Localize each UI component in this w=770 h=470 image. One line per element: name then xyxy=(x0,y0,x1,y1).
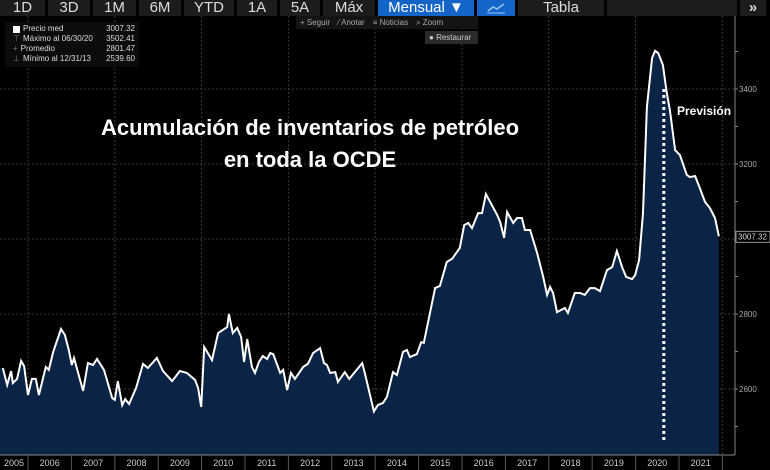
x-tick-label: 2019 xyxy=(604,458,624,468)
zoom-button[interactable]: ⌕ Zoom xyxy=(416,18,444,27)
title-line-1: Acumulación de inventarios de petróleo xyxy=(100,115,520,140)
toolbar: 1D 3D 1M 6M YTD 1A 5A Máx Mensual ▼ Tabla » xyxy=(0,0,770,16)
legend-marker-icon: ⊤ xyxy=(13,34,20,43)
legend-value: 2539.60 xyxy=(106,54,135,63)
legend-value: 3007.32 xyxy=(106,24,135,33)
range-button-3d[interactable]: 3D xyxy=(48,0,90,16)
restore-button[interactable]: ● Restaurar xyxy=(425,31,478,44)
legend-label: Promedio xyxy=(20,44,55,53)
x-tick-label: 2008 xyxy=(126,458,146,468)
title-line-2: en toda la OCDE xyxy=(223,147,397,172)
legend-label: Máximo al 06/30/20 xyxy=(22,34,93,43)
last-value-label: 3007.32 xyxy=(738,232,767,241)
x-tick-label: 2007 xyxy=(83,458,103,468)
range-button-máx[interactable]: Máx xyxy=(323,0,375,16)
last-value-box xyxy=(735,230,770,243)
x-axis: 2005 2006 2007 2008 2009 2010 2011 2012 2013 2014… xyxy=(0,454,735,470)
legend-marker-icon: ⊥ xyxy=(13,54,20,63)
x-tick-label: 2014 xyxy=(387,458,407,468)
y-axis: 3400 3200 2800 2600 3007.32 xyxy=(734,16,770,455)
range-button-1d[interactable]: 1D xyxy=(0,0,45,16)
news-button[interactable]: ≡ Noticias xyxy=(372,18,409,27)
x-tick-label: 2006 xyxy=(40,458,60,468)
legend-row: + Promedio 2801.47 xyxy=(13,44,135,54)
forecast-label: Previsión xyxy=(677,104,732,118)
x-tick-label: 2018 xyxy=(560,458,580,468)
legend-label: Precio med xyxy=(23,24,64,33)
legend-row: ⊥ Mínimo al 12/31/13 2539.60 xyxy=(13,54,135,64)
annotate-button[interactable]: ⁄ Anotar xyxy=(338,18,365,27)
x-tick-label: 2009 xyxy=(170,458,190,468)
range-button-ytd[interactable]: YTD xyxy=(184,0,234,16)
legend-value: 3502.41 xyxy=(106,34,135,43)
x-tick-label: 2017 xyxy=(517,458,537,468)
series-swatch-icon xyxy=(13,25,20,33)
chart-subtoolbar: + Seguir ⁄ Anotar ≡ Noticias ⌕ Zoom xyxy=(296,16,478,29)
range-button-1m[interactable]: 1M xyxy=(93,0,136,16)
series-area xyxy=(0,50,719,456)
more-chevron-icon[interactable]: » xyxy=(740,0,766,16)
range-button-1a[interactable]: 1A xyxy=(237,0,277,16)
x-tick-label: 2013 xyxy=(343,458,363,468)
x-tick-label: 2016 xyxy=(474,458,494,468)
follow-button[interactable]: + Seguir xyxy=(300,18,331,27)
x-tick-label: 2010 xyxy=(213,458,233,468)
toolbar-spacer xyxy=(607,0,737,16)
series-line xyxy=(1,49,720,415)
legend-row: ⊤ Máximo al 06/30/20 3502.41 xyxy=(13,34,135,44)
legend-value: 2801.47 xyxy=(106,44,135,53)
legend-box: Precio med 3007.32 ⊤ Máximo al 06/30/20 3502… xyxy=(5,22,139,67)
x-tick-label: 2011 xyxy=(257,458,276,468)
line-chart-icon[interactable] xyxy=(477,0,515,16)
table-button[interactable]: Tabla xyxy=(518,0,604,16)
legend-label: Mínimo al 12/31/13 xyxy=(22,54,92,63)
y-tick-label: 3200 xyxy=(739,160,757,169)
y-tick-label: 2600 xyxy=(739,385,757,394)
y-tick-label: 3400 xyxy=(739,85,757,94)
range-button-5a[interactable]: 5A xyxy=(280,0,320,16)
range-button-6m[interactable]: 6M xyxy=(139,0,181,16)
chart-annotation-title: Acumulación de inventarios de petróleo e… xyxy=(60,112,560,176)
restore-label: Restaurar xyxy=(436,33,472,42)
x-tick-label: 2021 xyxy=(691,458,711,468)
x-tick-label: 2015 xyxy=(430,458,450,468)
restore-icon: ● xyxy=(429,33,434,42)
x-tick-label: 2012 xyxy=(300,458,320,468)
x-tick-label: 2005 xyxy=(4,458,24,468)
legend-row: Precio med 3007.32 xyxy=(13,24,135,34)
legend-marker-icon: + xyxy=(13,44,18,53)
x-tick-label: 2020 xyxy=(647,458,667,468)
frequency-dropdown[interactable]: Mensual ▼ xyxy=(378,0,474,16)
y-tick-label: 2800 xyxy=(739,310,757,319)
